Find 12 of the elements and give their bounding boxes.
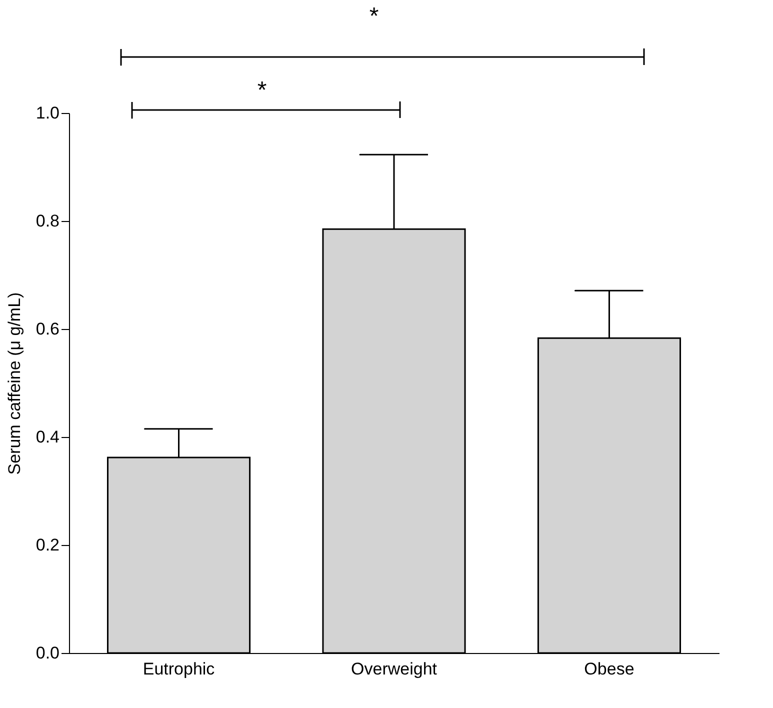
text: * (369, 3, 379, 30)
y-tick-label: 0.2 (36, 536, 60, 554)
y-tick-label: 0.8 (36, 212, 60, 230)
y-tick-label: 0.4 (36, 428, 60, 446)
y-tick-label: 0.0 (36, 644, 60, 662)
x-tick-label: Obese (584, 660, 634, 678)
text: * (257, 77, 267, 104)
x-tick-label: Eutrophic (142, 660, 216, 678)
y-tick-label: 1.0 (36, 104, 60, 122)
x-tick-label: Overweight (351, 660, 438, 678)
y-tick-label: 0.6 (36, 320, 60, 338)
y-axis-title: Serum caffeine (μ g/mL) (4, 292, 24, 475)
